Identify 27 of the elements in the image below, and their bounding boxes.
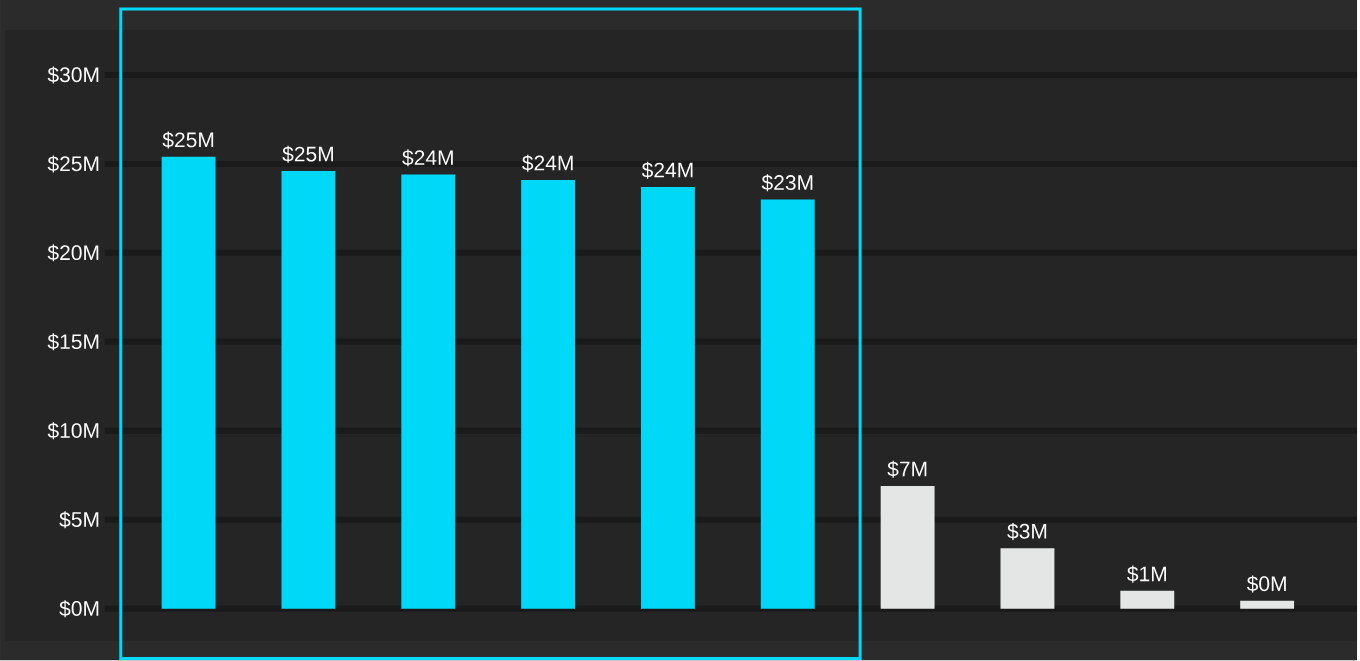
data-label: $7M	[887, 460, 927, 478]
bar	[641, 187, 695, 609]
y-tick-label: $0M	[59, 600, 99, 618]
data-label: $25M	[282, 145, 333, 163]
bar	[1120, 591, 1175, 609]
bar	[161, 157, 216, 609]
bar	[1240, 600, 1295, 609]
bar	[760, 199, 815, 609]
bar	[281, 171, 336, 609]
data-label: $1M	[1127, 565, 1166, 583]
data-label: $24M	[522, 154, 573, 172]
data-label: $23M	[761, 174, 813, 192]
y-tick-label: $20M	[47, 244, 99, 262]
y-tick-label: $15M	[47, 333, 99, 351]
y-tick-label: $30M	[47, 66, 99, 84]
data-label: $3M	[1007, 523, 1047, 541]
data-label: $24M	[402, 149, 453, 167]
data-label: $0M	[1246, 575, 1286, 593]
bar	[880, 486, 935, 609]
y-tick-label: $25M	[47, 155, 99, 173]
data-label: $25M	[162, 131, 214, 149]
data-label: $24M	[641, 162, 693, 179]
bar	[521, 180, 576, 609]
y-tick-label: $10M	[47, 422, 99, 440]
bar	[401, 174, 456, 609]
y-tick-label: $5M	[59, 511, 99, 529]
bar	[1000, 548, 1055, 609]
